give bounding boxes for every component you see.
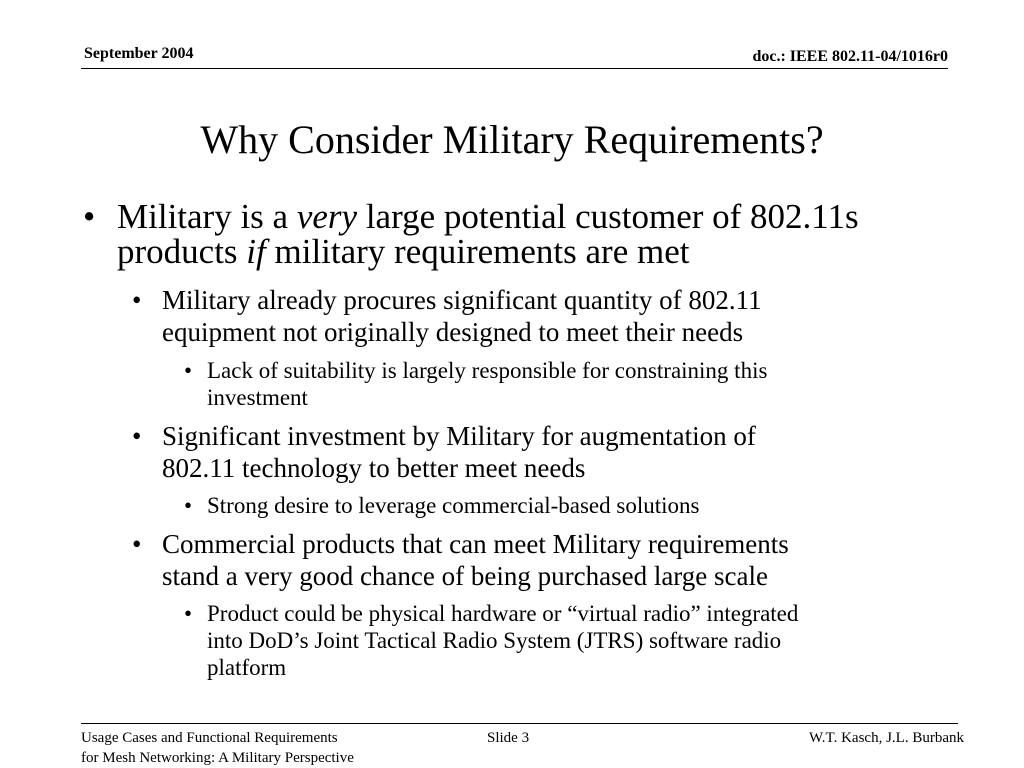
bullet-line: Commercial products that can meet Milita…: [162, 529, 789, 559]
emphasis-very: very: [296, 197, 358, 236]
footer-presentation-title: Usage Cases and Functional Requirements …: [81, 728, 354, 768]
bullet-line: Lack of suitability is largely responsib…: [207, 358, 768, 383]
bullet-marker: •: [184, 601, 193, 626]
emphasis-if: if: [246, 232, 266, 271]
bullet-line: products if military requirements are me…: [117, 232, 690, 271]
bullet-marker: •: [184, 358, 193, 383]
bullet-marker: •: [132, 421, 142, 451]
bullet-line: equipment not originally designed to mee…: [162, 317, 744, 347]
slide-title: Why Consider Military Requirements?: [200, 117, 824, 162]
bullet-line: Product could be physical hardware or “v…: [207, 601, 799, 626]
bullet-military-procures: • Military already procures significant …: [132, 284, 962, 348]
bullet-strong-desire: • Strong desire to leverage commercial-b…: [184, 492, 967, 519]
footer-title-line: for Mesh Networking: A Military Perspect…: [81, 750, 354, 766]
footer-slide-number: Slide 3: [487, 730, 530, 746]
bullet-line: investment: [207, 385, 308, 410]
bullet-marker: •: [83, 197, 96, 236]
bullet-line: Significant investment by Military for a…: [162, 421, 756, 451]
bullet-line: 802.11 technology to better meet needs: [162, 453, 586, 483]
bullet-line: stand a very good chance of being purcha…: [162, 561, 768, 591]
bullet-military-customer: • Military is a very large potential cus…: [83, 197, 977, 271]
bullet-line: platform: [207, 655, 287, 680]
bullet-line: Strong desire to leverage commercial-bas…: [207, 493, 700, 518]
bullet-marker: •: [184, 493, 193, 518]
bullet-marker: •: [132, 529, 142, 559]
bullet-product-hardware: • Product could be physical hardware or …: [184, 600, 967, 681]
bullet-line: Military is a very large potential custo…: [117, 197, 859, 236]
bullet-lack-of-suitability: • Lack of suitability is largely respons…: [184, 357, 967, 411]
footer-title-line: Usage Cases and Functional Requirements: [81, 730, 338, 746]
header-rule: [81, 68, 948, 69]
footer-rule: [81, 723, 958, 724]
header-doc-id: doc.: IEEE 802.11-04/1016r0: [752, 48, 948, 65]
bullet-marker: •: [132, 285, 142, 315]
bullet-commercial-products: • Commercial products that can meet Mili…: [132, 528, 962, 592]
bullet-line: into DoD’s Joint Tactical Radio System (…: [207, 628, 782, 653]
bullet-significant-investment: • Significant investment by Military for…: [132, 420, 962, 484]
bullet-line: Military already procures significant qu…: [162, 285, 762, 315]
footer-authors: W.T. Kasch, J.L. Burbank: [809, 730, 964, 746]
header-date: September 2004: [84, 45, 194, 62]
